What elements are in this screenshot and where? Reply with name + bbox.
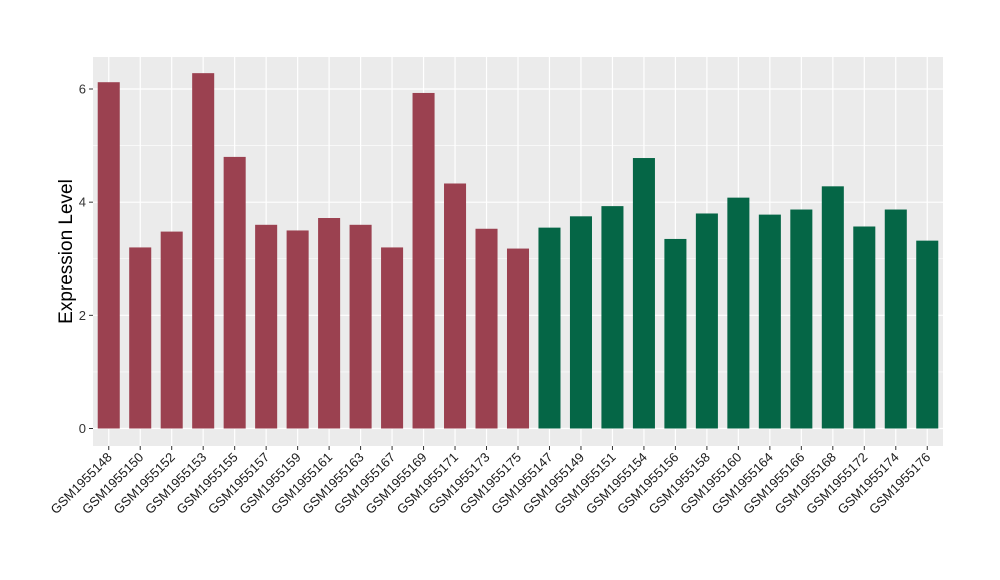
bar-GSM1955171 (444, 183, 467, 429)
y-axis-title: Expression Level (56, 179, 77, 324)
y-axis: 0 2 4 6 (79, 82, 93, 436)
bar-GSM1955149 (569, 216, 592, 429)
bar-GSM1955169 (412, 92, 435, 429)
bar-GSM1955156 (664, 238, 687, 429)
y-tick-label: 4 (79, 195, 86, 210)
bar-GSM1955176 (916, 240, 939, 429)
bar-GSM1955155 (223, 156, 246, 429)
bar-GSM1955175 (506, 248, 530, 429)
y-tick-label: 0 (79, 421, 86, 436)
bar-GSM1955159 (286, 230, 309, 429)
bar-GSM1955154 (632, 158, 655, 429)
bar-GSM1955158 (695, 213, 718, 429)
bar-GSM1955168 (821, 186, 844, 429)
bar-GSM1955161 (318, 218, 341, 429)
y-tick-label: 6 (79, 82, 86, 97)
bar-GSM1955167 (381, 247, 404, 429)
y-tick-label: 2 (79, 308, 86, 323)
bars (97, 73, 939, 429)
bar-GSM1955151 (601, 206, 624, 429)
bar-GSM1955174 (884, 209, 907, 429)
bar-GSM1955148 (97, 82, 120, 429)
bar-GSM1955160 (727, 197, 750, 429)
bar-GSM1955166 (790, 209, 813, 429)
bar-GSM1955152 (160, 231, 183, 429)
bar-GSM1955147 (538, 227, 561, 429)
bar-GSM1955173 (475, 228, 498, 429)
bar-GSM1955150 (129, 247, 152, 429)
bar-GSM1955153 (192, 73, 215, 429)
bar-GSM1955157 (255, 224, 278, 429)
x-axis: GSM1955148GSM1955150GSM1955152GSM1955153… (48, 446, 933, 517)
bar-GSM1955164 (758, 214, 781, 429)
bar-GSM1955163 (349, 224, 372, 429)
bar-GSM1955172 (853, 226, 876, 429)
